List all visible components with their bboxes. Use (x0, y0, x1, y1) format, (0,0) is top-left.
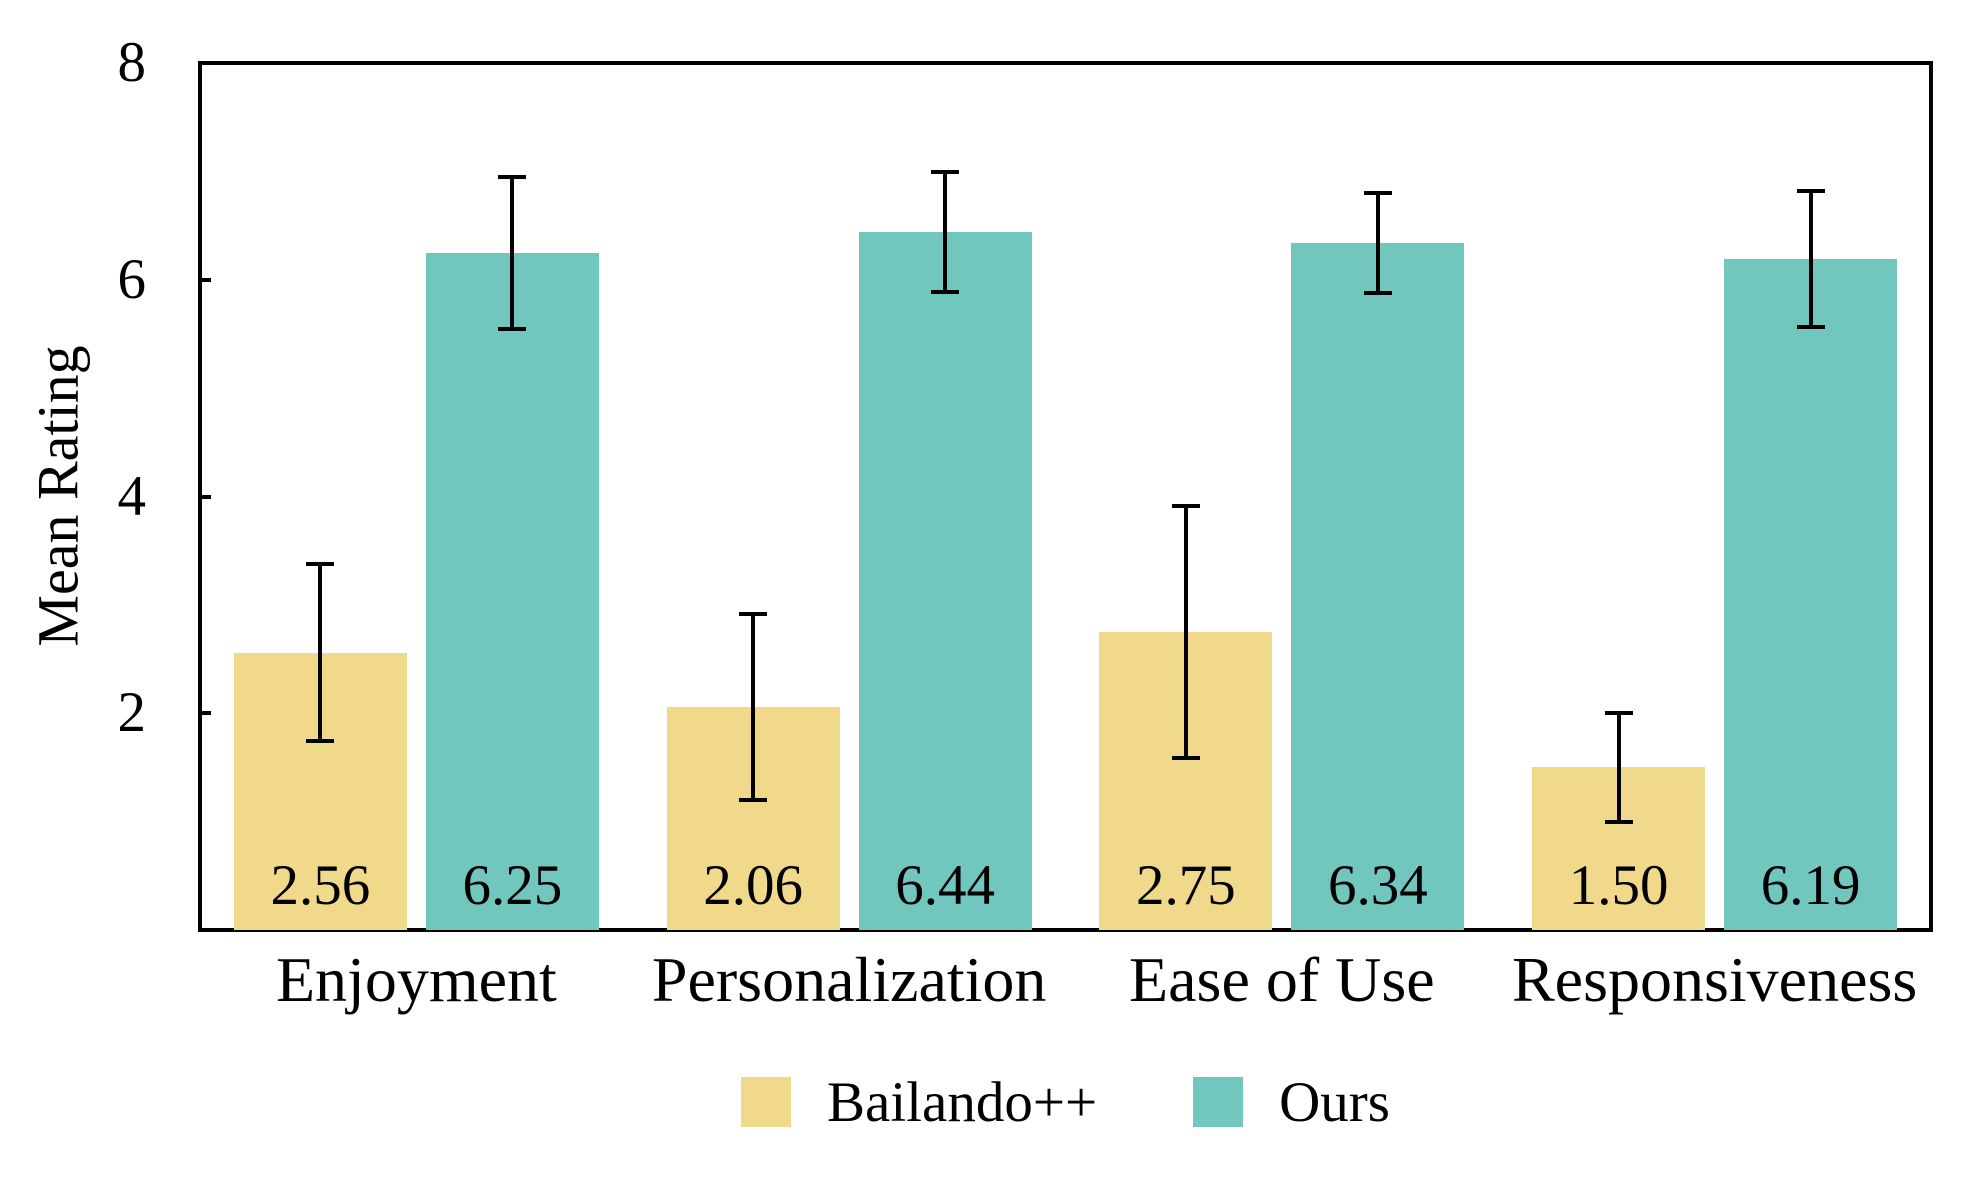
error-bar-cap-bottom (739, 797, 768, 802)
y-tick-mark-2 (200, 711, 211, 716)
y-tick-mark-4 (200, 494, 211, 499)
legend-item-Ours: Ours (1193, 1074, 1390, 1131)
y-tick-label-6: 6 (117, 247, 147, 311)
x-category-label-2: Personalization (651, 944, 1047, 1015)
y-tick-label-4: 4 (117, 464, 147, 528)
bar-value-label: 6.44 (895, 854, 995, 917)
bar-Ours-Ease of Use (1291, 242, 1465, 930)
y-tick-label-8: 8 (117, 31, 147, 94)
error-bar-cap-top (739, 611, 768, 616)
error-bar-cap-top (1796, 188, 1825, 193)
error-bar-cap-bottom (931, 289, 960, 294)
error-bar-cap-bottom (1363, 290, 1392, 295)
y-tick-mark-8 (200, 61, 211, 65)
error-bar-cap-top (1363, 191, 1392, 196)
error-bar-line (1808, 190, 1813, 328)
error-bar-line (751, 613, 756, 800)
legend-item-Bailando++: Bailando++ (741, 1074, 1097, 1131)
error-bar-cap-bottom (1796, 325, 1825, 330)
error-bar-cap-bottom (498, 326, 527, 331)
error-bar-cap-top (1171, 504, 1200, 509)
y-tick-label-2: 2 (117, 681, 147, 745)
error-bar-line (1616, 713, 1621, 822)
bar-value-label: 2.06 (703, 854, 803, 917)
bar-value-label: 6.19 (1760, 854, 1861, 917)
legend-swatch-Bailando++ (741, 1077, 792, 1127)
error-bar-cap-top (931, 170, 960, 175)
bar-value-label: 2.56 (270, 854, 371, 917)
error-bar-line (318, 563, 323, 742)
error-bar-cap-bottom (306, 739, 335, 744)
bar-value-label: 6.25 (462, 854, 563, 917)
x-category-label-1: Enjoyment (275, 944, 557, 1015)
error-bar-cap-top (498, 174, 527, 179)
bar-value-label: 6.34 (1328, 854, 1428, 917)
legend-label-Bailando++: Bailando++ (827, 1070, 1098, 1134)
bar-value-label: 1.50 (1568, 854, 1669, 917)
y-tick-mark-6 (200, 277, 211, 282)
error-bar-line (510, 176, 515, 329)
legend: Bailando++ Ours (200, 1070, 1931, 1134)
bar-Ours-Responsiveness (1724, 259, 1898, 930)
legend-swatch-Ours (1193, 1077, 1244, 1127)
x-category-label-4: Responsiveness (1511, 944, 1918, 1015)
error-bar-cap-top (1604, 711, 1633, 716)
error-bar-cap-top (306, 561, 335, 566)
legend-label-Ours: Ours (1279, 1070, 1390, 1134)
error-bar-line (1375, 193, 1380, 293)
bar-Ours-Personalization (858, 232, 1032, 930)
bar-value-label: 2.75 (1136, 854, 1236, 917)
error-bar-cap-bottom (1171, 755, 1200, 760)
bar-Ours-Enjoyment (425, 252, 599, 930)
x-category-label-3: Ease of Use (1129, 944, 1435, 1015)
error-bar-cap-bottom (1604, 819, 1633, 824)
error-bar-line (1183, 506, 1188, 758)
error-bar-line (943, 172, 948, 292)
